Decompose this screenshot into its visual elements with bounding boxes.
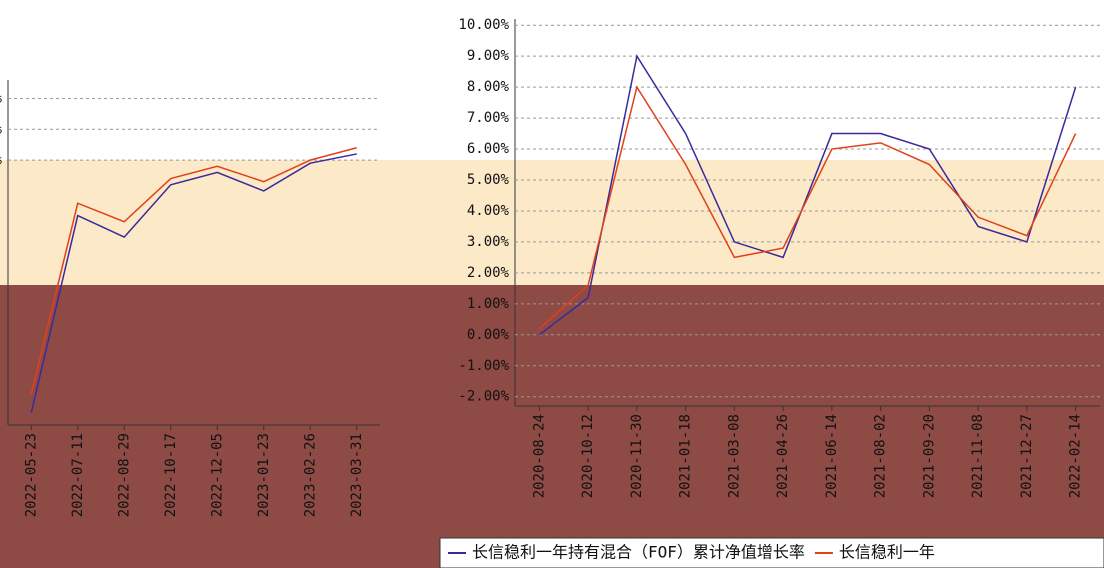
chart: 6.00% 7.00% 8.00% 2022-05-23 2022-07-11 2022-… — [0, 0, 1104, 568]
legend-label: 长信稳利一年 — [839, 543, 935, 562]
y-tick-label: 4.00% — [467, 203, 510, 219]
x-tick-label: 2021-04-26 — [775, 414, 791, 498]
x-tick-label: 2020-10-12 — [580, 414, 596, 498]
x-tick-label: 2021-06-14 — [824, 414, 840, 498]
x-tick-label: 2022-05-23 — [23, 433, 39, 517]
y-tick-label: 1.00% — [467, 296, 510, 312]
x-tick-label: 2021-11-08 — [970, 414, 986, 498]
y-tick-label: 9.00% — [467, 48, 510, 64]
y-tick-label: 5.00% — [467, 172, 510, 188]
mid-band — [0, 160, 1104, 285]
x-tick-label: 2020-08-24 — [531, 414, 547, 498]
y-tick-label: -2.00% — [458, 389, 509, 405]
y-tick-label: 7.00% — [467, 110, 510, 126]
y-tick-label: 8.00% — [467, 79, 510, 95]
y-tick-label: 2.00% — [467, 265, 510, 281]
y-tick-label: 0.00% — [467, 327, 510, 343]
y-tick-label: 3.00% — [467, 234, 510, 250]
x-tick-label: 2022-08-29 — [116, 433, 132, 517]
x-tick-label: 2021-03-08 — [726, 414, 742, 498]
x-tick-label: 2022-07-11 — [70, 433, 86, 517]
x-tick-label: 2023-01-23 — [256, 433, 272, 517]
page: 6.00% 7.00% 8.00% 2022-05-23 2022-07-11 2022-… — [0, 0, 1104, 568]
x-tick-label: 2021-12-27 — [1019, 414, 1035, 498]
y-tick-label: 10.00% — [458, 17, 509, 33]
x-tick-label: 2021-09-20 — [921, 414, 937, 498]
top-band — [0, 0, 1104, 160]
legend-label: 长信稳利一年持有混合（FOF）累计净值增长率 — [472, 543, 805, 562]
y-tick-label: -1.00% — [458, 358, 509, 374]
x-tick-label: 2021-08-02 — [873, 414, 889, 498]
x-tick-label: 2021-01-18 — [678, 414, 694, 498]
x-tick-label: 2023-02-26 — [302, 433, 318, 517]
x-tick-label: 2020-11-30 — [629, 414, 645, 498]
x-tick-label: 2022-10-17 — [163, 433, 179, 517]
x-tick-label: 2022-12-05 — [209, 433, 225, 517]
y-tick-label: 6.00% — [467, 141, 510, 157]
x-tick-label: 2022-02-14 — [1068, 414, 1084, 498]
x-tick-label: 2023-03-31 — [349, 433, 365, 517]
